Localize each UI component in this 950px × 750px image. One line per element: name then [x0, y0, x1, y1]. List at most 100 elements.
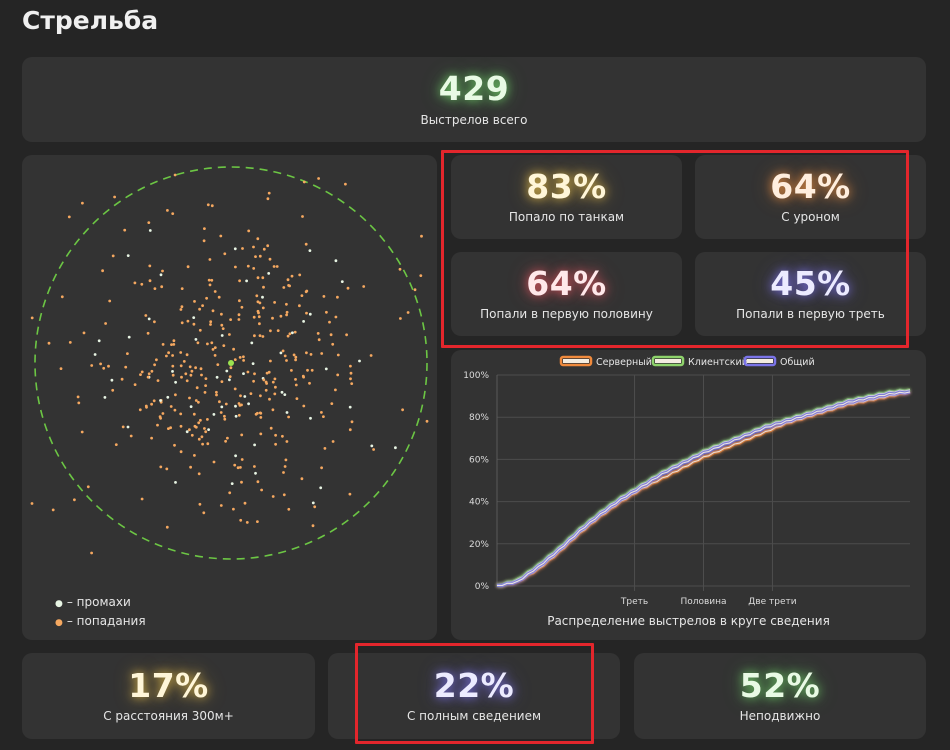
- legend-swatch: [743, 355, 777, 367]
- hit-dot: [222, 344, 226, 347]
- hit-dot: [147, 221, 151, 224]
- hit-dot: [99, 362, 102, 366]
- hit-dot: [285, 313, 288, 317]
- hit-dot: [121, 425, 125, 429]
- hit-dot: [239, 394, 242, 398]
- hit-dot: [80, 430, 84, 434]
- hit-dot: [139, 373, 142, 376]
- hit-dot: [274, 433, 277, 437]
- hit-dot: [329, 333, 333, 337]
- hit-dot: [30, 502, 34, 505]
- hit-dot: [179, 351, 183, 354]
- legend-misses-label: – промахи: [66, 595, 131, 609]
- hit-dot: [252, 267, 256, 270]
- hit-dot: [201, 304, 205, 307]
- hit-dot: [279, 314, 283, 318]
- hit-dot: [228, 333, 231, 336]
- stat-first-third: 45% Попали в первую треть: [695, 252, 926, 336]
- hit-dot: [238, 356, 242, 359]
- hit-dot: [179, 450, 183, 454]
- hit-dot: [261, 276, 265, 280]
- hit-dot: [160, 285, 164, 289]
- hit-dot: [258, 254, 262, 258]
- hit-dot: [212, 460, 216, 464]
- legend-label[interactable]: Общий: [780, 357, 815, 368]
- hit-dot: [179, 364, 183, 368]
- hit-dot: [268, 397, 271, 401]
- hit-dot: [111, 388, 115, 392]
- hit-dot: [281, 434, 284, 438]
- hit-dot: [306, 368, 309, 372]
- hit-dot: [320, 352, 324, 355]
- miss-dot: [254, 471, 257, 475]
- hit-dot: [254, 412, 258, 416]
- hit-dot: [264, 388, 268, 392]
- miss-dot: [251, 362, 255, 365]
- hit-dot: [228, 491, 232, 495]
- hit-dot: [252, 379, 256, 383]
- stat-stationary-value: 52%: [739, 665, 821, 705]
- hit-dot: [322, 415, 325, 418]
- hit-dot: [209, 320, 213, 324]
- stat-with-damage-value: 64%: [770, 166, 851, 206]
- hit-dot: [226, 436, 229, 440]
- hit-dot: [285, 359, 288, 362]
- hit-dot: [236, 466, 240, 470]
- stat-first-half: 64% Попали в первую половину: [451, 252, 682, 336]
- miss-dot: [309, 416, 312, 420]
- hit-dot: [153, 287, 157, 290]
- hit-dot: [253, 465, 256, 468]
- hit-dot: [195, 386, 199, 390]
- hit-dot: [401, 408, 404, 412]
- hit-dot: [283, 354, 287, 358]
- miss-dot: [225, 369, 229, 373]
- hit-dot: [47, 341, 51, 345]
- hit-dot: [294, 383, 298, 387]
- hit-dot: [201, 442, 205, 446]
- hit-dot: [206, 342, 209, 346]
- miss-dot: [250, 341, 254, 345]
- hit-dot: [253, 372, 256, 376]
- hit-dot: [210, 278, 214, 282]
- hit-dot: [199, 418, 202, 422]
- hit-dot: [269, 329, 272, 333]
- hit-dot: [331, 440, 335, 443]
- miss-dot: [253, 443, 256, 447]
- miss-dot: [126, 425, 130, 429]
- hit-dot: [294, 355, 298, 359]
- hit-dot: [398, 267, 402, 271]
- hit-dot: [211, 348, 215, 351]
- hit-dot: [171, 373, 175, 377]
- legend-label[interactable]: Клиентский: [688, 357, 748, 368]
- miss-dot: [174, 380, 178, 384]
- miss-dot: [185, 430, 189, 434]
- hit-dot: [82, 331, 86, 335]
- hit-dot: [169, 405, 173, 408]
- hit-dot: [146, 375, 150, 379]
- legend-label[interactable]: Серверный: [596, 357, 652, 368]
- hit-dot: [213, 346, 217, 349]
- hit-dot: [190, 433, 194, 437]
- miss-dot: [171, 370, 174, 373]
- hit-dot: [246, 370, 250, 374]
- hit-dot: [232, 347, 236, 351]
- hit-dot: [186, 265, 190, 269]
- miss-dot: [247, 402, 251, 406]
- hit-dot: [262, 247, 266, 251]
- hit-dot: [140, 370, 144, 374]
- hit-dot: [267, 191, 271, 195]
- hit-dot: [209, 323, 212, 326]
- hit-dot: [349, 377, 352, 381]
- stat-with-damage-label: С уроном: [781, 210, 840, 225]
- miss-dot: [147, 317, 151, 321]
- miss-dot: [308, 249, 312, 252]
- hit-dot: [223, 252, 227, 256]
- total-shots-label: Выстрелов всего: [420, 112, 528, 127]
- hit-dot: [346, 286, 350, 290]
- stat-long-range-value: 17%: [128, 665, 209, 705]
- hit-dot: [252, 245, 255, 249]
- hit-dot: [199, 367, 203, 371]
- hit-dot: [300, 294, 304, 297]
- hit-dot: [302, 404, 306, 408]
- hit-dot: [256, 300, 260, 304]
